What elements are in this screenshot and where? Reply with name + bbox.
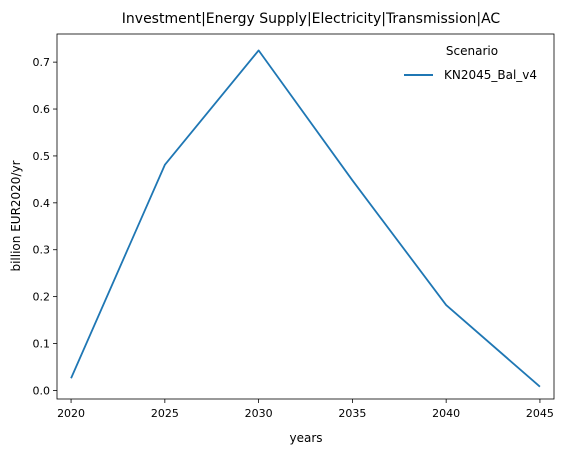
x-tick-label: 2030 <box>245 407 273 420</box>
y-tick-label: 0.4 <box>33 197 51 210</box>
series-line-0 <box>70 49 541 388</box>
y-tick-label: 0.3 <box>33 244 51 257</box>
x-tick-label: 2035 <box>338 407 366 420</box>
x-axis-label: years <box>289 431 322 445</box>
y-tick-label: 0.5 <box>33 150 51 163</box>
y-axis-label: billion EUR2020/yr <box>9 160 23 271</box>
plot-area-frame <box>56 33 555 400</box>
y-tick-label: 0.0 <box>33 384 51 397</box>
x-axis-ticks: 2020 2025 2030 2035 2040 2045 <box>57 399 554 420</box>
chart-title: Investment|Energy Supply|Electricity|Tra… <box>122 11 501 27</box>
legend-title: Scenario <box>446 44 498 58</box>
x-tick-label: 2040 <box>432 407 460 420</box>
x-tick-label: 2020 <box>57 407 85 420</box>
x-tick-label: 2045 <box>526 407 554 420</box>
x-tick-label: 2025 <box>151 407 179 420</box>
legend-series-label: KN2045_Bal_v4 <box>444 68 537 82</box>
y-axis-ticks: 0.0 0.1 0.2 0.3 0.4 0.5 0.6 0.7 <box>33 56 57 397</box>
y-tick-label: 0.1 <box>33 338 51 351</box>
y-tick-label: 0.2 <box>33 291 51 304</box>
y-tick-label: 0.7 <box>33 56 51 69</box>
legend: Scenario KN2045_Bal_v4 <box>404 44 537 82</box>
series-layer <box>70 49 541 388</box>
y-tick-label: 0.6 <box>33 103 51 116</box>
